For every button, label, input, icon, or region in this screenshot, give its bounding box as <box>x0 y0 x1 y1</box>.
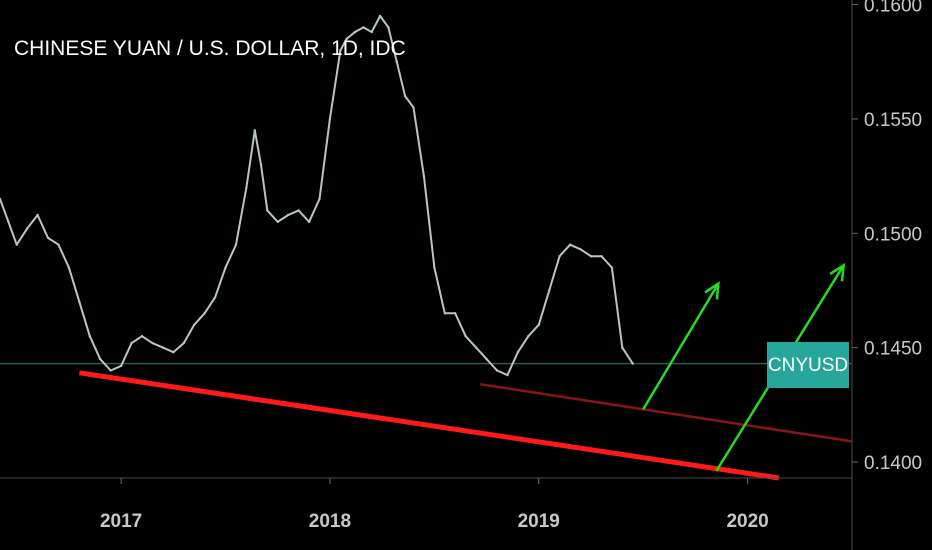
price-point <box>297 209 300 212</box>
price-point <box>88 335 91 338</box>
price-point <box>558 254 561 258</box>
price-point <box>387 26 390 29</box>
x-tick-label: 2018 <box>309 511 351 532</box>
price-point <box>151 341 154 345</box>
price-point <box>548 289 551 292</box>
trendline-support-thin <box>480 382 853 443</box>
price-point <box>527 335 530 338</box>
price-point <box>443 312 446 315</box>
price-point <box>328 117 332 121</box>
price-point <box>109 369 112 372</box>
price-point <box>276 220 279 224</box>
y-tick-label: 0.1500 <box>864 224 922 245</box>
x-tick-label: 2020 <box>726 511 768 532</box>
axes <box>0 0 853 550</box>
price-point <box>119 364 123 368</box>
price-point <box>610 266 614 269</box>
price-point <box>537 323 540 326</box>
price-point <box>589 254 593 258</box>
y-tick-label: 0.1450 <box>864 339 922 360</box>
price-point <box>78 300 81 304</box>
price-point <box>161 346 165 349</box>
arrow-head <box>829 262 846 282</box>
price-point <box>234 243 238 246</box>
price-point <box>345 37 348 41</box>
price-point <box>67 266 71 269</box>
price-point <box>422 174 426 178</box>
price-point <box>307 220 311 224</box>
price-point <box>403 94 407 98</box>
price-point <box>46 236 50 240</box>
price-point <box>36 213 39 217</box>
price-point <box>378 14 382 18</box>
price-point <box>495 369 499 372</box>
plot-area <box>0 14 853 481</box>
price-point <box>516 351 520 354</box>
price-point <box>631 362 634 365</box>
symbol-label: CNYUSD <box>768 355 848 376</box>
price-point <box>370 30 373 34</box>
price-point <box>224 266 227 269</box>
price-point <box>203 312 206 315</box>
price-point <box>130 341 133 345</box>
price-point <box>353 30 357 34</box>
price-point <box>193 323 196 326</box>
price-point <box>259 163 263 166</box>
price-point <box>485 357 488 361</box>
price-point <box>266 209 269 212</box>
arrow-shaft <box>642 282 720 411</box>
price-point <box>318 197 321 201</box>
price-point <box>506 373 509 377</box>
price-point <box>15 243 18 246</box>
x-tick-label: 2019 <box>518 511 560 532</box>
price-point <box>25 227 29 230</box>
price-point <box>7 220 10 224</box>
x-tick-label: 2017 <box>100 511 142 532</box>
price-point <box>339 49 342 52</box>
y-axis-ticks: 0.1600 0.1550 0.1500 0.1450 0.1400 <box>852 0 922 474</box>
chart-title: CHINESE YUAN / U.S. DOLLAR, 1D, IDC <box>14 37 406 60</box>
price-point <box>286 213 290 217</box>
y-tick-label: 0.1550 <box>864 110 922 131</box>
price-point <box>474 346 478 349</box>
price-point <box>99 357 102 361</box>
price-point <box>140 335 144 338</box>
price-point <box>412 106 415 109</box>
arrow-head <box>704 281 720 300</box>
last-price-badge: CNYUSD <box>767 342 849 388</box>
price-point <box>57 243 60 246</box>
price-point <box>454 312 457 315</box>
price-badge-box <box>767 342 849 388</box>
price-point <box>172 351 175 354</box>
price-point <box>0 197 2 201</box>
price-point <box>245 186 248 189</box>
price-point <box>433 266 436 269</box>
price-point <box>464 335 467 338</box>
y-tick-label: 0.1400 <box>864 453 922 474</box>
price-point <box>395 60 398 63</box>
trendline-support-thick <box>78 370 780 481</box>
price-point <box>213 296 217 299</box>
price-point <box>621 346 624 349</box>
price-point <box>182 341 185 345</box>
price-point <box>600 254 603 258</box>
price-point <box>568 243 572 246</box>
price-point <box>253 129 256 132</box>
price-point <box>579 248 582 251</box>
price-point <box>362 26 365 29</box>
x-axis-ticks: 2017 2018 2019 2020 <box>100 478 769 532</box>
y-tick-label: 0.1600 <box>864 0 922 17</box>
